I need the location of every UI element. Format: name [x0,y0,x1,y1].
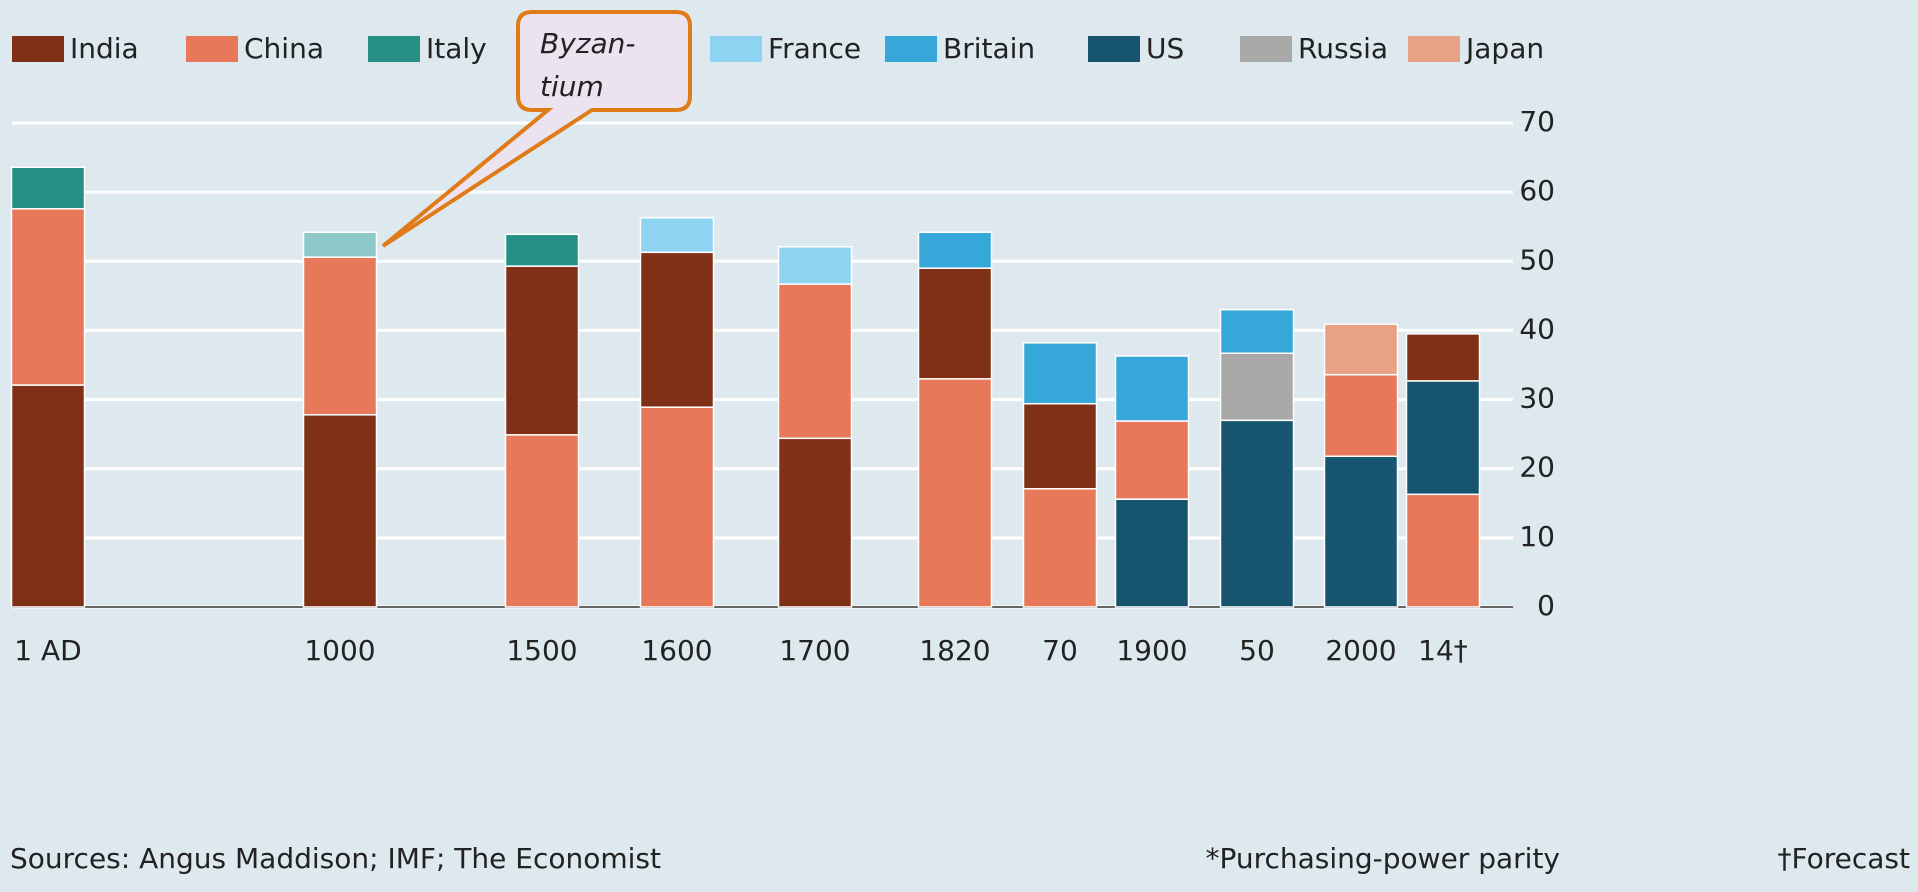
x-tick-label: 1500 [506,634,577,667]
bar-segment [1323,455,1399,608]
bar-segment [639,406,715,608]
y-tick-label: 0 [1537,589,1555,622]
source: Sources: Angus Maddison; IMF; The Econom… [10,842,661,875]
bar-segment [1323,323,1399,376]
bar-segment [777,283,853,440]
bar-segment [504,233,580,267]
x-tick-label: 50 [1239,634,1275,667]
y-tick-label: 30 [1519,382,1555,415]
bar-segment [1219,352,1295,422]
bar-segment [1405,493,1481,608]
bar-segment [917,267,993,380]
legend-swatch [186,36,238,62]
legend-swatch [368,36,420,62]
bar-segment [302,256,378,416]
callout-text: Byzan- [540,27,635,60]
bar-segment [917,231,993,269]
x-tick-label: 1700 [779,634,850,667]
legend-label: Russia [1298,32,1388,65]
bar-segment [1219,419,1295,608]
y-tick-label: 20 [1519,451,1555,484]
legend-label: France [768,32,861,65]
note: *Purchasing-power parity [1205,842,1560,875]
x-tick-label: 1 AD [14,634,81,667]
legend-swatch [885,36,937,62]
x-tick-label: 1820 [919,634,990,667]
y-tick-label: 10 [1519,520,1555,553]
bar-segment [639,216,715,254]
bar-segment [1114,355,1190,422]
legend-label: Britain [943,32,1035,65]
legend-label: Italy [426,32,487,65]
x-tick-label: 1600 [641,634,712,667]
x-tick-label: 1900 [1116,634,1187,667]
bar-segment [1219,308,1295,354]
callout [381,10,692,248]
bar-segment [10,207,86,386]
bar-segment [1114,420,1190,500]
callout-text: tium [540,70,604,103]
y-tick-label: 70 [1519,105,1555,138]
y-tick-label: 50 [1519,243,1555,276]
bar-segment [302,414,378,608]
bar-segment [1022,342,1098,405]
legend-label: China [244,32,324,65]
bar-segment [10,166,86,210]
bar-segment [504,265,580,436]
bar-segment [777,246,853,285]
legend-swatch [710,36,762,62]
note: †Forecast [1778,842,1911,875]
bar-segment [1405,333,1481,382]
bar-segment [1405,380,1481,496]
legend-swatch [1240,36,1292,62]
legend-label: India [70,32,139,65]
x-tick-label: 14† [1418,634,1468,667]
legend-label: US [1146,32,1184,65]
bar-segment [302,231,378,258]
bar-segment [1323,373,1399,458]
bar-segment [1022,402,1098,490]
x-tick-label: 1000 [304,634,375,667]
bar-segment [1114,498,1190,608]
x-tick-label: 2000 [1325,634,1396,667]
y-tick-label: 40 [1519,312,1555,345]
bar-segment [639,251,715,408]
legend-swatch [12,36,64,62]
legend-swatch [1088,36,1140,62]
bar-segment [777,437,853,608]
bar-segment [10,384,86,608]
bar-segment [917,378,993,608]
x-tick-label: 70 [1042,634,1078,667]
bar-segment [504,434,580,608]
y-tick-label: 60 [1519,174,1555,207]
bar-segment [1022,488,1098,608]
legend-label: Japan [1464,32,1544,65]
legend-swatch [1408,36,1460,62]
